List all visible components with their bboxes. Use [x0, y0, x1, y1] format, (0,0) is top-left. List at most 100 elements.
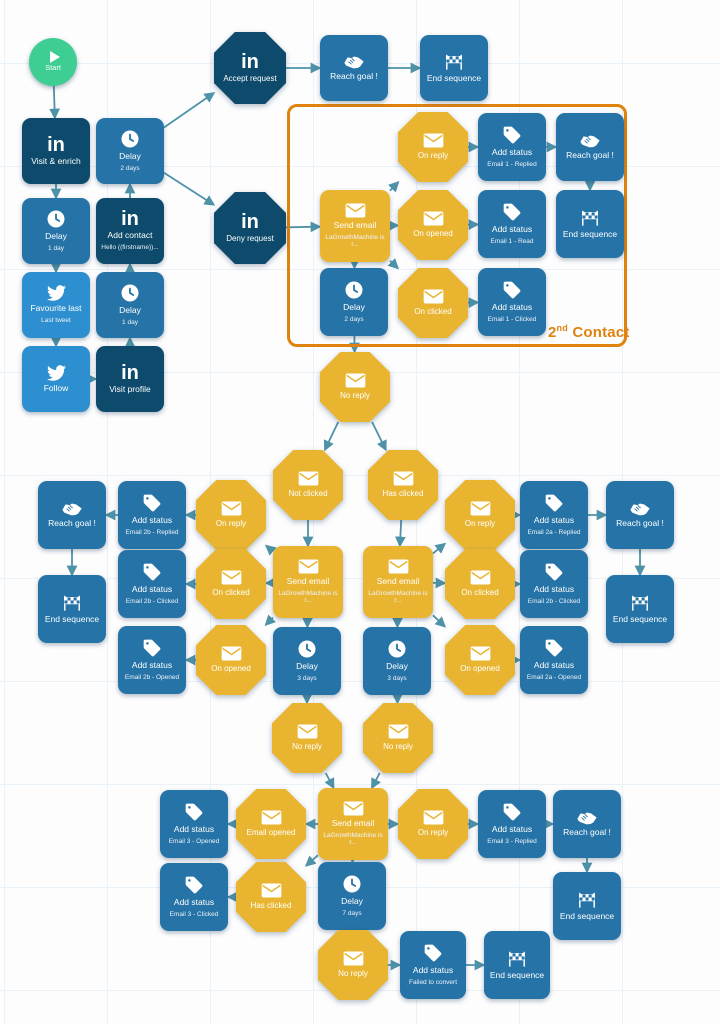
envelope-icon — [470, 501, 491, 516]
add-status-email2a-replied-node[interactable]: Add status Email 2a - Replied — [520, 481, 588, 549]
node-label: Add status — [533, 584, 575, 595]
on-clicked-2a-node[interactable]: On clicked — [445, 549, 515, 619]
node-label: Send email — [286, 575, 330, 586]
visit-profile-node[interactable]: in Visit profile — [96, 346, 164, 412]
no-reply-3-node[interactable]: No reply — [318, 930, 388, 1000]
tag-icon — [544, 562, 564, 582]
favourite-last-node[interactable]: Favourite last Last tweet — [22, 272, 90, 338]
linkedin-icon: in — [241, 210, 259, 233]
node-label: Add contact — [107, 230, 153, 241]
tag-icon — [502, 802, 522, 822]
node-sublabel: Email 2b - Opened — [124, 673, 180, 681]
on-clicked-2b-node[interactable]: On clicked — [196, 549, 266, 619]
has-clicked-3-node[interactable]: Has clicked — [236, 862, 306, 932]
node-sublabel: Last tweet — [41, 316, 71, 324]
end-sequence-4-node[interactable]: End sequence — [484, 931, 550, 999]
send-email-1-node[interactable]: Send email LaGrowthMachine is r... — [320, 190, 390, 262]
delay-7days-node[interactable]: Delay 7 days — [318, 862, 386, 930]
node-sublabel: 1 day — [48, 244, 64, 252]
clock-icon — [120, 283, 140, 303]
end-sequence-2b-node[interactable]: End sequence — [38, 575, 106, 643]
end-sequence-3-node[interactable]: End sequence — [553, 872, 621, 940]
delay-3days-left-node[interactable]: Delay 3 days — [273, 627, 341, 695]
reach-goal-2a-node[interactable]: Reach goal ! — [606, 481, 674, 549]
node-label: Delay — [341, 896, 363, 907]
node-label: No reply — [340, 391, 370, 401]
node-sublabel: Email 1 - Read — [490, 237, 534, 245]
add-status-email3-clicked-node[interactable]: Add status Email 3 - Clicked — [160, 863, 228, 931]
visit-enrich-node[interactable]: in Visit & enrich — [22, 118, 90, 184]
follow-node[interactable]: Follow — [22, 346, 90, 412]
on-reply-3-node[interactable]: On reply — [398, 789, 468, 859]
node-label: On clicked — [461, 588, 499, 598]
node-label: Reach goal ! — [48, 518, 96, 529]
node-sublabel: Email 2a - Opened — [526, 673, 582, 681]
add-contact-node[interactable]: in Add contact Hello ((firstname))... — [96, 198, 164, 264]
on-opened-2a-node[interactable]: On opened — [445, 625, 515, 695]
delay-1day-a-node[interactable]: Delay 1 day — [22, 198, 90, 264]
add-status-email2a-opened-node[interactable]: Add status Email 2a - Opened — [520, 626, 588, 694]
add-status-email1-clicked-node[interactable]: Add status Email 1 - Clicked — [478, 268, 546, 336]
add-status-email2b-opened-node[interactable]: Add status Email 2b - Opened — [118, 626, 186, 694]
on-opened-2b-node[interactable]: On opened — [196, 625, 266, 695]
node-label: Reach goal ! — [563, 827, 611, 838]
not-clicked-node[interactable]: Not clicked — [273, 450, 343, 520]
tag-icon — [184, 875, 204, 895]
node-label: End sequence — [44, 613, 100, 624]
delay-3days-right-node[interactable]: Delay 3 days — [363, 627, 431, 695]
send-email-3-node[interactable]: Send email LaGrowthMachine is r... — [318, 788, 388, 860]
no-reply-2a-node[interactable]: No reply — [363, 703, 433, 773]
node-label: Delay — [119, 151, 141, 162]
linkedin-icon: in — [241, 50, 259, 73]
reach-goal-2b-node[interactable]: Reach goal ! — [38, 481, 106, 549]
node-label: No reply — [383, 742, 413, 752]
deny-request-node[interactable]: in Deny request — [214, 192, 286, 264]
envelope-icon — [221, 501, 242, 516]
delay-2days-b-node[interactable]: Delay 2 days — [320, 268, 388, 336]
handshake-icon — [343, 54, 365, 69]
add-status-email3-opened-node[interactable]: Add status Email 3 - Opened — [160, 790, 228, 858]
add-status-email3-replied-node[interactable]: Add status Email 3 - Replied — [478, 790, 546, 858]
on-reply-2a-node[interactable]: On reply — [445, 480, 515, 550]
node-label: Add status — [491, 824, 533, 835]
clock-icon — [344, 280, 364, 300]
add-status-email2b-clicked-2-node[interactable]: Add status Email 2b - Clicked — [520, 550, 588, 618]
no-reply-2b-node[interactable]: No reply — [272, 703, 342, 773]
end-sequence-2-node[interactable]: End sequence — [556, 190, 624, 258]
end-sequence-2a-node[interactable]: End sequence — [606, 575, 674, 643]
delay-1day-b-node[interactable]: Delay 1 day — [96, 272, 164, 338]
add-status-email1-read-node[interactable]: Add status Email 1 - Read — [478, 190, 546, 258]
flag-icon — [577, 891, 597, 909]
reach-goal-2-node[interactable]: Reach goal ! — [556, 113, 624, 181]
on-clicked-1-node[interactable]: On clicked — [398, 268, 468, 338]
envelope-icon — [221, 570, 242, 585]
node-label: Has clicked — [382, 489, 424, 499]
on-opened-1-node[interactable]: On opened — [398, 190, 468, 260]
node-sublabel: 3 days — [297, 674, 317, 682]
send-email-2a-node[interactable]: Send email LaGrowthMachine is r... — [363, 546, 433, 618]
envelope-icon — [261, 810, 282, 825]
delay-2days-a-node[interactable]: Delay 2 days — [96, 118, 164, 184]
node-label: Add status — [491, 224, 533, 235]
on-reply-1-node[interactable]: On reply — [398, 112, 468, 182]
email-opened-node[interactable]: Email opened — [236, 789, 306, 859]
reach-goal-3-node[interactable]: Reach goal ! — [553, 790, 621, 858]
accept-request-node[interactable]: in Accept request — [214, 32, 286, 104]
has-clicked-2-node[interactable]: Has clicked — [368, 450, 438, 520]
add-status-email2b-clicked-node[interactable]: Add status Email 2b - Clicked — [118, 550, 186, 618]
end-sequence-1-node[interactable]: End sequence — [420, 35, 488, 101]
add-status-email1-replied-node[interactable]: Add status Email 1 - Replied — [478, 113, 546, 181]
node-label: End sequence — [426, 72, 482, 83]
node-label: Favourite last — [30, 303, 82, 314]
reach-goal-1-node[interactable]: Reach goal ! — [320, 35, 388, 101]
add-status-email2b-replied-node[interactable]: Add status Email 2b - Replied — [118, 481, 186, 549]
send-email-2b-node[interactable]: Send email LaGrowthMachine is r... — [273, 546, 343, 618]
on-reply-2b-node[interactable]: On reply — [196, 480, 266, 550]
start-node[interactable]: Start — [29, 38, 77, 86]
add-status-failed-node[interactable]: Add status Failed to convert — [400, 931, 466, 999]
node-label: Reach goal ! — [330, 71, 378, 82]
no-reply-1-node[interactable]: No reply — [320, 352, 390, 422]
node-label: Follow — [43, 382, 69, 393]
tag-icon — [544, 638, 564, 658]
